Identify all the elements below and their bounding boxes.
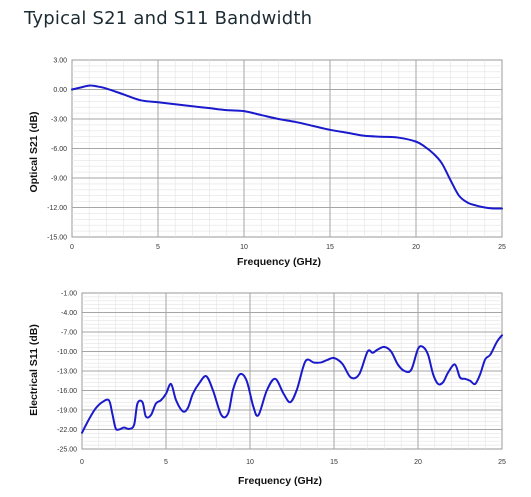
x-tick-label: 10 <box>240 244 248 251</box>
y-tick-label: -16.00 <box>57 388 77 395</box>
s21-ticks: 0 5 10 15 20 25 3.00 0.00 -3.00 -6.00 -9.00 -12.00 -… <box>47 58 506 252</box>
x-tick-label: 0 <box>70 244 74 251</box>
x-tick-label: 0 <box>80 459 84 466</box>
s11-grid <box>82 293 502 449</box>
s11-x-axis-title: Frequency (GHz) <box>238 475 322 487</box>
y-tick-label: -9.00 <box>51 176 67 183</box>
y-tick-label: -15.00 <box>47 235 67 242</box>
s11-chart: 0 5 10 15 20 25 -1.00 -4.00 -7.00 -10.00 -13.00 -16… <box>28 291 506 488</box>
x-tick-label: 15 <box>326 244 334 251</box>
y-tick-label: -12.00 <box>47 205 67 212</box>
s21-series-line <box>71 84 503 210</box>
y-tick-label: -3.00 <box>51 117 67 124</box>
y-tick-label: -19.00 <box>57 408 77 415</box>
y-tick-label: -1.00 <box>61 291 77 298</box>
x-tick-label: 5 <box>164 459 168 466</box>
y-tick-label: -25.00 <box>57 447 77 454</box>
page-title: Typical S21 and S11 Bandwidth <box>24 8 313 29</box>
y-tick-label: 0.00 <box>53 87 67 94</box>
y-tick-label: -10.00 <box>57 349 77 356</box>
x-tick-label: 10 <box>246 459 254 466</box>
s11-y-axis-title: Electrical S11 (dB) <box>28 324 40 416</box>
x-tick-label: 15 <box>330 459 338 466</box>
x-tick-label: 25 <box>498 459 506 466</box>
s21-y-axis-title: Optical S21 (dB) <box>28 111 40 192</box>
y-tick-label: -22.00 <box>57 427 77 434</box>
x-tick-label: 25 <box>498 244 506 251</box>
x-tick-label: 5 <box>156 244 160 251</box>
y-tick-label: -4.00 <box>61 310 77 317</box>
y-tick-label: 3.00 <box>53 58 67 65</box>
x-tick-label: 20 <box>412 244 420 251</box>
s11-ticks: 0 5 10 15 20 25 -1.00 -4.00 -7.00 -10.00 -13.00 -16… <box>57 291 506 467</box>
s21-x-axis-title: Frequency (GHz) <box>237 256 321 268</box>
y-tick-label: -6.00 <box>51 146 67 153</box>
y-tick-label: -7.00 <box>61 330 77 337</box>
y-tick-label: -13.00 <box>57 369 77 376</box>
s11-series-line <box>81 334 503 434</box>
s21-chart: 0 5 10 15 20 25 3.00 0.00 -3.00 -6.00 -9.00 -12.00 -… <box>28 58 506 269</box>
x-tick-label: 20 <box>414 459 422 466</box>
s21-grid <box>72 60 502 237</box>
